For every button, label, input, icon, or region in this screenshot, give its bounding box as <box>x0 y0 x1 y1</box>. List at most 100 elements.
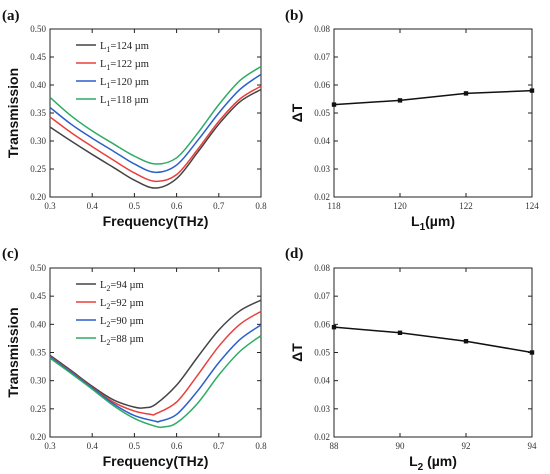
x-axis-label-base: L <box>411 213 420 229</box>
panel-1: (a) 0.20 0.25 0.30 0.35 0.40 0.45 0.50 0.3 0.4 0.5… <box>2 8 267 229</box>
panel-label: (c) <box>2 246 19 262</box>
y-tick-label: 0.07 <box>314 52 330 62</box>
x-tick-label: 0.4 <box>87 201 99 211</box>
x-tick-label: 122 <box>459 201 473 211</box>
y-tick-label: 0.50 <box>30 263 46 273</box>
y-tick-label: 0.40 <box>30 319 46 329</box>
y-tick-label: 0.05 <box>314 348 330 358</box>
y-tick-label: 0.30 <box>30 136 46 146</box>
series-line-1 <box>49 299 262 409</box>
y-tick-label: 0.20 <box>30 192 46 202</box>
panel-label: (b) <box>285 8 303 24</box>
y-tick-label: 0.03 <box>314 164 330 174</box>
y-tick-label: 0.04 <box>314 376 330 386</box>
x-tick-label: 0.5 <box>129 441 141 451</box>
data-point <box>331 102 337 107</box>
series-line-4 <box>49 65 262 165</box>
legend: L1=124 µm L1=122 µm L1=120 µm L1=118 µm <box>76 41 149 108</box>
y-tick-label: 0.02 <box>314 192 330 202</box>
data-point <box>331 324 337 330</box>
plot-frame <box>333 267 533 438</box>
x-tick-label: 0.6 <box>171 201 183 211</box>
x-tick-label: 90 <box>396 441 406 451</box>
y-tick-label: 0.06 <box>314 80 330 90</box>
x-tick-label: 88 <box>330 441 340 451</box>
data-point <box>397 98 403 103</box>
x-tick-label: 0.3 <box>44 201 56 211</box>
y-tick-label: 0.45 <box>30 52 46 62</box>
x-tick-label: 0.7 <box>213 441 225 451</box>
x-tick-label: 0.8 <box>255 201 267 211</box>
legend-entry: L2=88 µm <box>100 334 144 347</box>
y-axis-label: ΔT <box>289 103 305 122</box>
x-axis-label: Frequency(THz) <box>103 453 209 469</box>
series-line-4 <box>49 334 262 429</box>
y-tick-label: 0.25 <box>30 164 46 174</box>
data-point <box>529 88 535 93</box>
plot-frame <box>333 28 533 198</box>
y-tick-label: 0.35 <box>30 348 46 358</box>
y-tick-label: 0.03 <box>314 404 330 414</box>
legend-entry: L1=118 µm <box>100 95 149 108</box>
panel-4: (d) 0.02 0.03 0.04 0.05 0.06 0.07 0.08 88 90 92 94 Δ… <box>285 246 537 473</box>
y-tick-label: 0.02 <box>314 432 330 442</box>
panel-3: (c) 0.20 0.25 0.30 0.35 0.40 0.45 0.50 0.3 0.4 0.5… <box>2 246 267 469</box>
legend-entry: L1=124 µm <box>100 41 149 54</box>
y-tick-label: 0.07 <box>314 291 330 301</box>
x-tick-label: 0.7 <box>213 201 225 211</box>
data-point <box>397 330 403 335</box>
x-axis-label-unit: (µm) <box>425 213 455 229</box>
x-tick-label: 92 <box>462 441 471 451</box>
y-tick-label: 0.50 <box>30 24 46 34</box>
series-line-3 <box>49 324 262 423</box>
x-axis-label-subscript: 2 <box>418 462 424 473</box>
legend-entry: L1=120 µm <box>100 77 149 90</box>
panel-2: (b) 0.02 0.03 0.04 0.05 0.06 0.07 0.08 118 120 122… <box>285 8 539 233</box>
y-tick-label: 0.04 <box>314 136 330 146</box>
y-tick-label: 0.35 <box>30 108 46 118</box>
legend-entry: L2=92 µm <box>100 298 144 311</box>
x-axis-label-subscript: 1 <box>420 222 426 233</box>
y-axis-label: Transmission <box>5 68 21 158</box>
legend-entry: L1=122 µm <box>100 59 149 72</box>
series-line-1 <box>333 326 533 354</box>
panel-label: (d) <box>285 246 303 262</box>
data-point <box>529 350 535 355</box>
x-tick-label: 120 <box>393 201 407 211</box>
x-tick-label: 118 <box>327 201 341 211</box>
x-axis-label: L1(µm) <box>411 213 455 233</box>
y-axis-label: Transmission <box>5 307 21 397</box>
y-tick-label: 0.06 <box>314 319 330 329</box>
series-line-3 <box>49 73 262 174</box>
series-line-1 <box>333 89 533 106</box>
y-tick-label: 0.05 <box>314 108 330 118</box>
y-tick-label: 0.08 <box>314 24 330 34</box>
legend-entry: L2=90 µm <box>100 316 144 329</box>
x-tick-label: 0.6 <box>171 441 183 451</box>
y-tick-label: 0.25 <box>30 404 46 414</box>
plot-frame <box>49 267 262 438</box>
data-point <box>463 339 469 344</box>
y-tick-label: 0.30 <box>30 376 46 386</box>
x-axis-label-unit: (µm) <box>423 453 457 469</box>
legend: L2=94 µm L2=92 µm L2=90 µm L2=88 µm <box>76 280 144 347</box>
legend-entry: L2=94 µm <box>100 280 144 293</box>
x-tick-label: 0.8 <box>255 441 267 451</box>
x-axis-label-base: L <box>409 453 418 469</box>
x-tick-label: 0.3 <box>44 441 56 451</box>
x-axis-label: Frequency(THz) <box>103 213 209 229</box>
series-line-2 <box>49 85 262 183</box>
x-axis-label: L2 (µm) <box>409 453 457 473</box>
y-tick-label: 0.08 <box>314 263 330 273</box>
x-tick-label: 94 <box>528 441 538 451</box>
data-point <box>463 91 469 96</box>
x-tick-label: 0.5 <box>129 201 141 211</box>
y-tick-label: 0.20 <box>30 432 46 442</box>
series-line-1 <box>49 88 262 189</box>
y-tick-label: 0.45 <box>30 291 46 301</box>
x-tick-label: 124 <box>525 201 539 211</box>
y-axis-label: ΔT <box>289 343 305 362</box>
y-tick-label: 0.40 <box>30 80 46 90</box>
panel-label: (a) <box>2 8 20 24</box>
